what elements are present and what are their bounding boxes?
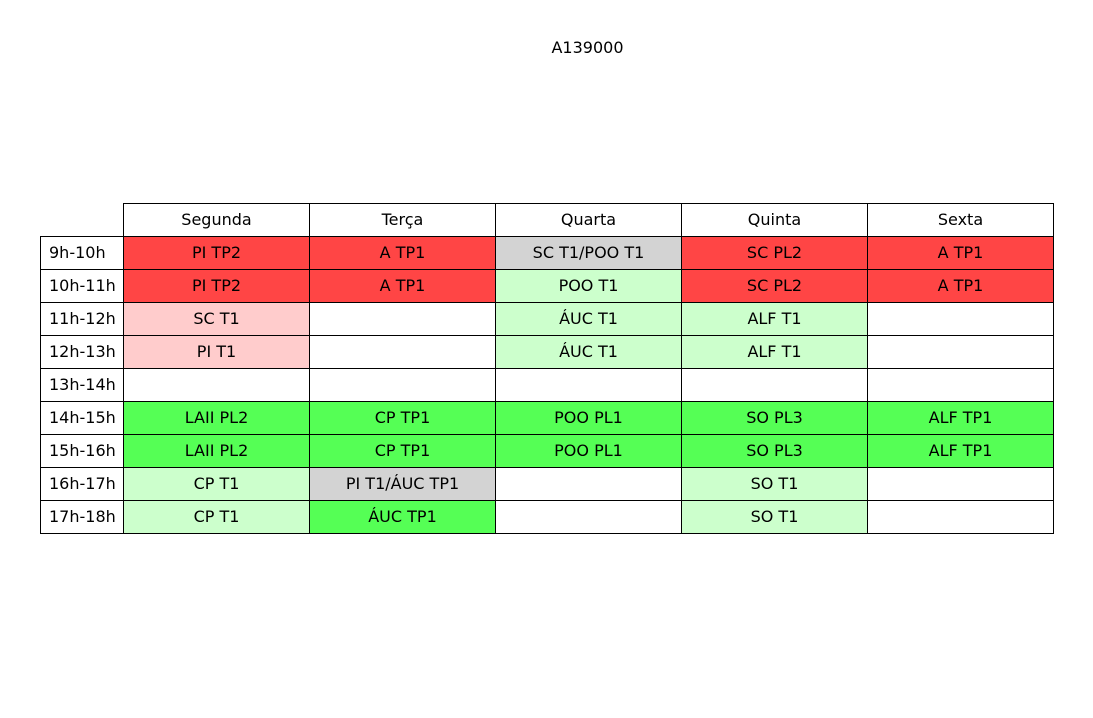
schedule-title: A139000 (551, 38, 624, 57)
schedule-cell: POO PL1 (495, 401, 682, 435)
schedule-cell: ÁUC T1 (495, 335, 682, 369)
schedule-cell (309, 335, 496, 369)
schedule-cell: POO PL1 (495, 434, 682, 468)
time-slot-label: 15h-16h (40, 434, 124, 468)
schedule-cell: SC T1/POO T1 (495, 236, 682, 270)
table-row: 14h-15h LAII PL2 CP TP1 POO PL1 SO PL3 ALF TP… (40, 401, 1054, 435)
schedule-cell: A TP1 (867, 269, 1054, 303)
schedule-cell: PI TP2 (123, 236, 310, 270)
schedule-cell (681, 368, 868, 402)
day-header-terca: Terça (309, 203, 496, 237)
schedule-cell: SO T1 (681, 467, 868, 501)
schedule-cell: SO PL3 (681, 434, 868, 468)
schedule-cell (309, 368, 496, 402)
schedule-cell: ÁUC TP1 (309, 500, 496, 534)
schedule-cell: A TP1 (867, 236, 1054, 270)
table-row: 16h-17h CP T1 PI T1/ÁUC TP1 SO T1 (40, 467, 1054, 501)
time-slot-label: 11h-12h (40, 302, 124, 336)
day-header-quinta: Quinta (681, 203, 868, 237)
schedule-cell: SC T1 (123, 302, 310, 336)
schedule-cell: CP T1 (123, 467, 310, 501)
corner-cell (41, 204, 124, 237)
time-slot-label: 16h-17h (40, 467, 124, 501)
time-slot-label: 12h-13h (40, 335, 124, 369)
day-header-segunda: Segunda (123, 203, 310, 237)
schedule-cell (867, 368, 1054, 402)
schedule-cell: POO T1 (495, 269, 682, 303)
schedule-cell: ÁUC T1 (495, 302, 682, 336)
schedule-cell: A TP1 (309, 269, 496, 303)
schedule-cell (309, 302, 496, 336)
time-slot-label: 10h-11h (40, 269, 124, 303)
table-row: 12h-13h PI T1 ÁUC T1 ALF T1 (40, 335, 1054, 369)
schedule-cell: ALF T1 (681, 302, 868, 336)
schedule-cell: CP TP1 (309, 434, 496, 468)
schedule-cell: PI T1 (123, 335, 310, 369)
schedule-cell: SC PL2 (681, 236, 868, 270)
schedule-cell: PI T1/ÁUC TP1 (309, 467, 496, 501)
schedule-cell: LAII PL2 (123, 434, 310, 468)
day-header-quarta: Quarta (495, 203, 682, 237)
schedule-body: 9h-10h PI TP2 A TP1 SC T1/POO T1 SC PL2 A TP1… (40, 236, 1054, 534)
schedule-cell: LAII PL2 (123, 401, 310, 435)
schedule-cell (867, 467, 1054, 501)
table-row: 15h-16h LAII PL2 CP TP1 POO PL1 SO PL3 ALF TP… (40, 434, 1054, 468)
time-slot-label: 14h-15h (40, 401, 124, 435)
time-slot-label: 13h-14h (40, 368, 124, 402)
schedule-cell: PI TP2 (123, 269, 310, 303)
schedule-cell (867, 335, 1054, 369)
schedule-cell (867, 302, 1054, 336)
schedule-cell (495, 368, 682, 402)
table-row: 17h-18h CP T1 ÁUC TP1 SO T1 (40, 500, 1054, 534)
schedule-cell (495, 500, 682, 534)
schedule-cell: SC PL2 (681, 269, 868, 303)
schedule-cell: ALF T1 (681, 335, 868, 369)
schedule-cell: CP TP1 (309, 401, 496, 435)
schedule-cell: CP T1 (123, 500, 310, 534)
header-row: Segunda Terça Quarta Quinta Sexta (41, 203, 1054, 237)
schedule-cell: ALF TP1 (867, 401, 1054, 435)
schedule-cell (123, 368, 310, 402)
table-row: 10h-11h PI TP2 A TP1 POO T1 SC PL2 A TP1 (40, 269, 1054, 303)
schedule-cell: SO T1 (681, 500, 868, 534)
schedule-table: Segunda Terça Quarta Quinta Sexta 9h-10h… (40, 203, 1054, 534)
table-row: 13h-14h (40, 368, 1054, 402)
day-header-sexta: Sexta (867, 203, 1054, 237)
time-slot-label: 9h-10h (40, 236, 124, 270)
schedule-cell: SO PL3 (681, 401, 868, 435)
time-slot-label: 17h-18h (40, 500, 124, 534)
table-row: 9h-10h PI TP2 A TP1 SC T1/POO T1 SC PL2 A TP1 (40, 236, 1054, 270)
table-row: 11h-12h SC T1 ÁUC T1 ALF T1 (40, 302, 1054, 336)
schedule-cell (867, 500, 1054, 534)
schedule-cell: ALF TP1 (867, 434, 1054, 468)
schedule-cell (495, 467, 682, 501)
schedule-cell: A TP1 (309, 236, 496, 270)
